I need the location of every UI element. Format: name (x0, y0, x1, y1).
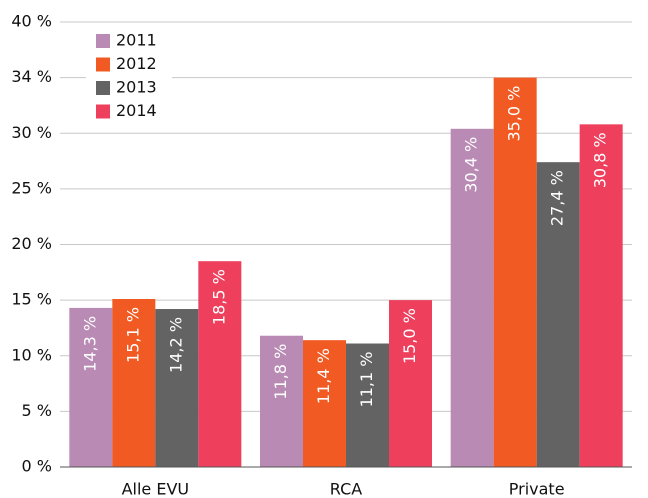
value-label: 15,1 % (123, 307, 142, 363)
y-tick-label: 5 % (22, 401, 52, 420)
bar (536, 162, 580, 468)
bar (450, 128, 494, 468)
bar (389, 300, 432, 467)
value-label: 11,8 % (271, 344, 290, 400)
value-label: 14,3 % (80, 316, 99, 372)
y-tick-label: 25 % (11, 178, 52, 197)
value-label: 30,8 % (591, 132, 610, 188)
value-label: 27,4 % (548, 170, 567, 226)
x-tick-label: RCA (330, 480, 362, 498)
y-tick-label: 34 % (11, 67, 52, 86)
bar (155, 309, 199, 467)
bar (493, 77, 537, 467)
value-label: 11,1 % (357, 352, 376, 408)
bar (346, 343, 389, 467)
legend-label: 2011 (116, 31, 157, 50)
y-tick-label: 10 % (11, 345, 52, 364)
bar (260, 335, 303, 467)
x-tick-label: Alle EVU (122, 480, 190, 498)
legend-swatch (96, 34, 110, 48)
bar (579, 124, 623, 467)
legend-swatch (96, 57, 110, 72)
y-tick-label: 30 % (11, 123, 52, 142)
y-tick-label: 20 % (11, 234, 52, 253)
bar (112, 299, 156, 467)
bar (198, 261, 242, 467)
legend-label: 2014 (116, 101, 157, 120)
legend-label: 2013 (116, 78, 157, 97)
value-label: 11,4 % (314, 348, 333, 404)
y-tick-label: 40 % (11, 12, 52, 31)
bar (69, 307, 113, 467)
value-label: 14,2 % (166, 317, 185, 373)
value-label: 18,5 % (209, 269, 228, 325)
legend-swatch (96, 104, 110, 119)
value-label: 30,4 % (462, 137, 481, 193)
bar (303, 340, 346, 467)
y-tick-label: 0 % (22, 457, 52, 476)
value-label: 15,0 % (400, 308, 419, 364)
y-tick-label: 15 % (11, 290, 52, 309)
legend-label: 2012 (116, 54, 157, 73)
legend-swatch (96, 81, 110, 95)
value-label: 35,0 % (505, 86, 524, 142)
x-tick-label: Private (509, 480, 565, 498)
